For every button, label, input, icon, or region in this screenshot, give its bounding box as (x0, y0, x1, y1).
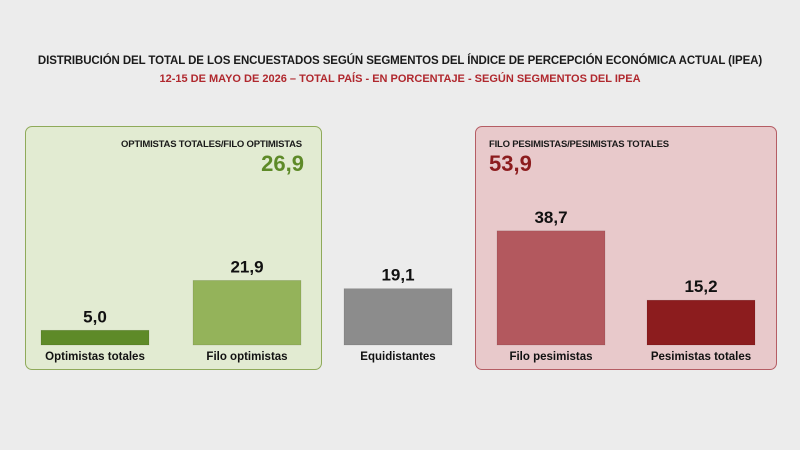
chart-subtitle: 12-15 DE MAYO DE 2026 – TOTAL PAÍS - EN … (159, 73, 641, 85)
chart-title: DISTRIBUCIÓN DEL TOTAL DE LOS ENCUESTADO… (37, 55, 763, 67)
category-label: Filo optimistas (206, 351, 287, 363)
category-label: Optimistas totales (45, 351, 145, 363)
pessimists-group-total: 53,9 (489, 151, 532, 176)
bar-filo-pesimistas (496, 230, 606, 346)
bar-optimistas-totales (40, 329, 150, 346)
category-label: Filo pesimistas (509, 351, 592, 363)
category-label: Pesimistas totales (651, 351, 751, 363)
bar-filo-optimistas (192, 280, 302, 346)
optimists-group-label: OPTIMISTAS TOTALES/FILO OPTIMISTAS (121, 139, 302, 150)
value-label: 21,9 (230, 257, 263, 276)
bar-pesimistas-totales (646, 299, 756, 346)
category-label: Equidistantes (360, 351, 435, 363)
bar-equidistantes (343, 288, 453, 346)
value-label: 15,2 (684, 277, 717, 296)
optimists-group-total: 26,9 (261, 151, 304, 176)
pessimists-group-label: FILO PESIMISTAS/PESIMISTAS TOTALES (489, 139, 669, 150)
value-label: 38,7 (534, 208, 567, 227)
value-label: 19,1 (381, 266, 414, 285)
value-label: 5,0 (83, 307, 107, 326)
